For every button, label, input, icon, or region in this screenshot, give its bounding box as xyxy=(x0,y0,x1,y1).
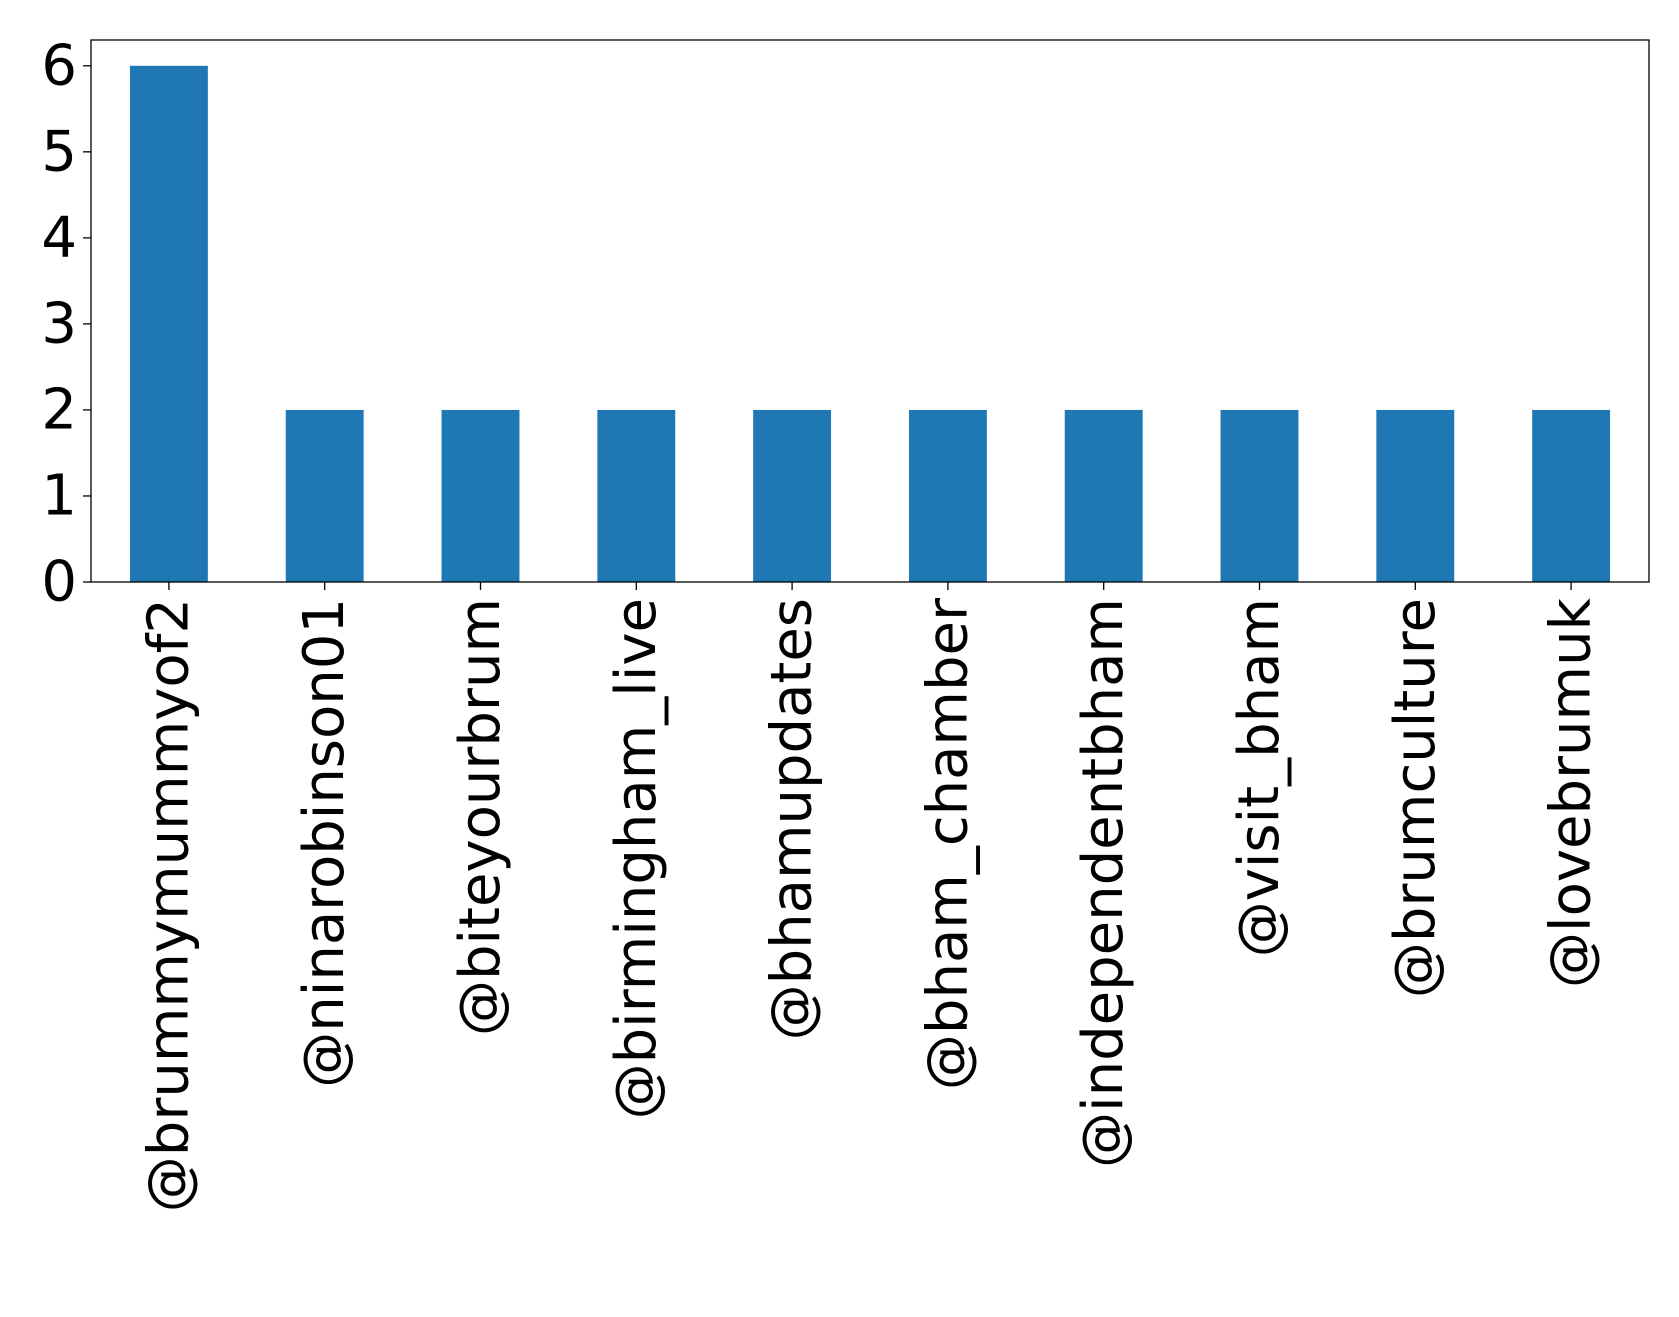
x-axis: @brummymummyof2 @ninarobinson01 @biteyourb… xyxy=(136,582,1604,1212)
bar-3 xyxy=(597,409,676,582)
bar-0 xyxy=(129,65,208,582)
y-tick-label-1: 1 xyxy=(41,463,77,528)
y-tick-label-0: 0 xyxy=(41,550,77,615)
plot-area-frame xyxy=(90,39,1650,583)
y-tick-label-4: 4 xyxy=(41,205,77,270)
bar-8 xyxy=(1376,409,1455,582)
bar-2 xyxy=(441,409,520,582)
bar-4 xyxy=(753,409,832,582)
x-tick-label-6: @independentbham xyxy=(1071,598,1136,1168)
y-tick-label-6: 6 xyxy=(41,33,77,98)
bar-9 xyxy=(1532,409,1611,582)
x-tick-label-7: @visit_bham xyxy=(1227,598,1292,957)
x-tick-label-4: @bhamupdates xyxy=(760,598,825,1040)
y-tick-label-2: 2 xyxy=(41,377,77,442)
x-tick-label-5: @bham_chamber xyxy=(915,597,980,1090)
x-tick-label-0: @brummymummyof2 xyxy=(136,598,201,1212)
x-tick-label-8: @brumculture xyxy=(1383,598,1448,998)
bar-5 xyxy=(908,409,987,582)
x-tick-label-2: @biteyourbrum xyxy=(448,598,513,1036)
y-tick-label-3: 3 xyxy=(41,291,77,356)
bar-6 xyxy=(1064,409,1143,582)
x-tick-label-1: @ninarobinson01 xyxy=(292,598,357,1088)
bar-7 xyxy=(1220,409,1299,582)
y-tick-label-5: 5 xyxy=(41,119,77,184)
x-tick-label-3: @birmingham_live xyxy=(604,598,669,1119)
bar-1 xyxy=(285,409,364,582)
x-tick-label-9: @lovebrumuk xyxy=(1539,597,1604,988)
bars-layer xyxy=(129,65,1611,582)
y-axis: 0 1 2 3 4 5 6 xyxy=(41,33,91,615)
